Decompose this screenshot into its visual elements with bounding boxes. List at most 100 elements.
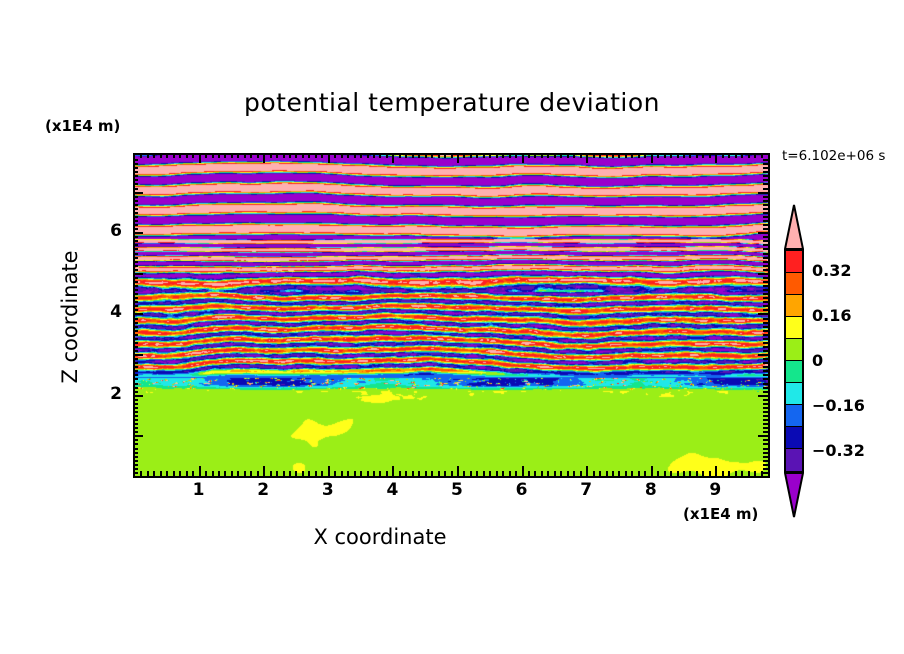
y-tick-minor: [133, 459, 138, 462]
y-tick-minor: [133, 366, 138, 369]
y-tick-minor: [133, 329, 138, 332]
x-tick-minor: [721, 471, 724, 476]
x-tick-major: [586, 466, 589, 476]
x-tick-minor: [276, 471, 279, 476]
y-tick-minor: [133, 427, 138, 430]
x-tick-top: [353, 153, 356, 158]
y-tick-minor: [133, 350, 138, 353]
x-tick-minor: [469, 471, 472, 476]
y-tick-right: [763, 236, 768, 239]
y-tick-right: [763, 260, 768, 263]
x-tick-top: [269, 153, 272, 158]
x-tick-top: [547, 153, 550, 158]
x-tick-top: [282, 153, 285, 158]
y-tick-right: [763, 207, 768, 210]
x-tick-top: [237, 153, 240, 158]
x-tick-minor: [166, 471, 169, 476]
x-tick-minor: [624, 471, 627, 476]
x-tick-top: [611, 153, 614, 158]
x-tick-minor: [599, 471, 602, 476]
colorbar-under-arrow: [784, 472, 804, 518]
y-tick-major: [133, 435, 143, 438]
x-tick-minor: [566, 471, 569, 476]
y-tick-minor: [133, 187, 138, 190]
x-tick-minor: [230, 471, 233, 476]
x-tick-label: 4: [386, 480, 399, 500]
x-tick-top: [728, 153, 731, 158]
x-tick-top: [230, 153, 233, 158]
x-tick-minor: [676, 471, 679, 476]
x-tick-top: [515, 153, 518, 158]
y-tick-major: [133, 313, 143, 316]
y-tick-minor: [133, 415, 138, 418]
x-tick-top: [644, 153, 647, 158]
y-tick-minor: [133, 167, 138, 170]
x-tick-minor: [560, 471, 563, 476]
x-tick-minor: [495, 471, 498, 476]
x-tick-top: [650, 153, 653, 163]
y-tick-right: [763, 309, 768, 312]
x-tick-minor: [508, 471, 511, 476]
x-tick-major: [715, 466, 718, 476]
x-tick-top: [192, 153, 195, 158]
y-tick-right: [763, 382, 768, 385]
x-tick-top: [295, 153, 298, 158]
y-tick-minor: [133, 252, 138, 255]
x-tick-minor: [172, 471, 175, 476]
y-tick-right: [763, 439, 768, 442]
y-tick-minor: [133, 224, 138, 227]
y-tick-right: [763, 325, 768, 328]
y-tick-minor: [133, 183, 138, 186]
x-tick-top: [146, 153, 149, 158]
x-tick-label: 7: [580, 480, 593, 500]
y-tick-minor: [133, 406, 138, 409]
y-tick-right: [763, 415, 768, 418]
x-tick-minor: [708, 471, 711, 476]
y-tick-major: [133, 354, 143, 357]
y-tick-right: [763, 451, 768, 454]
x-tick-minor: [211, 471, 214, 476]
y-tick-right: [763, 341, 768, 344]
x-tick-minor: [683, 471, 686, 476]
colorbar-tick-label: 0.16: [812, 306, 852, 326]
x-tick-top: [469, 153, 472, 158]
x-tick-top: [153, 153, 156, 158]
x-tick-minor: [360, 471, 363, 476]
y-tick-minor: [133, 386, 138, 389]
y-tick-minor: [133, 289, 138, 292]
y-tick-right: [763, 264, 768, 267]
y-tick-minor: [133, 276, 138, 279]
y-tick-right: [758, 394, 768, 397]
x-tick-minor: [502, 471, 505, 476]
x-tick-top: [450, 153, 453, 158]
x-tick-top: [502, 153, 505, 158]
x-axis-title: X coordinate: [313, 525, 447, 549]
x-tick-minor: [540, 471, 543, 476]
x-tick-top: [456, 153, 459, 163]
x-tick-minor: [670, 471, 673, 476]
x-tick-top: [586, 153, 589, 163]
x-tick-top: [708, 153, 711, 158]
colorbar-band: [786, 361, 802, 383]
y-tick-major: [133, 191, 143, 194]
y-tick-right: [763, 471, 768, 474]
y-tick-minor: [133, 207, 138, 210]
y-tick-right: [763, 224, 768, 227]
x-tick-minor: [547, 471, 550, 476]
y-tick-right: [763, 333, 768, 336]
y-tick-right: [763, 248, 768, 251]
y-tick-minor: [133, 382, 138, 385]
y-tick-minor: [133, 309, 138, 312]
x-tick-minor: [515, 471, 518, 476]
x-tick-major: [456, 466, 459, 476]
x-tick-minor: [611, 471, 614, 476]
y-tick-right: [763, 159, 768, 162]
x-tick-minor: [450, 471, 453, 476]
y-tick-minor: [133, 463, 138, 466]
y-tick-right: [763, 386, 768, 389]
x-tick-top: [185, 153, 188, 158]
x-tick-major: [327, 466, 330, 476]
y-axis-title: Z coordinate: [58, 250, 82, 384]
x-tick-label: 3: [321, 480, 334, 500]
y-tick-right: [758, 232, 768, 235]
